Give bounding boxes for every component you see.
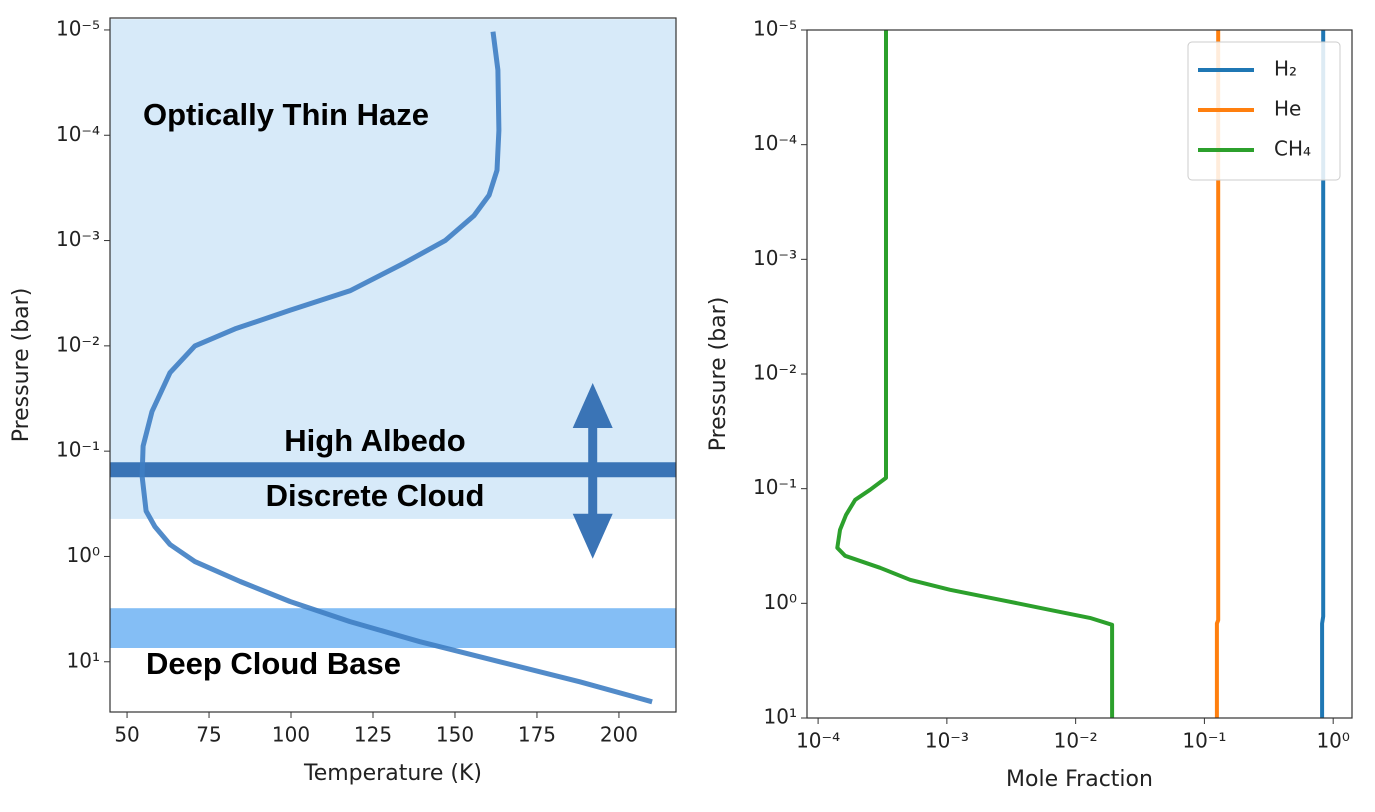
arrow-head (572, 382, 613, 428)
x-tick-label: 150 (436, 723, 474, 747)
y-tick-label: 10¹ (67, 648, 100, 672)
y-tick-label: 10⁻¹ (753, 475, 797, 499)
y-axis-label: Pressure (bar) (706, 297, 731, 452)
x-tick-label: 175 (518, 723, 556, 747)
y-tick-label: 10⁻² (56, 332, 100, 356)
x-tick-label: 75 (196, 723, 221, 747)
legend-label: He (1274, 97, 1301, 121)
y-tick-label: 10⁻³ (56, 227, 100, 251)
y-tick-label: 10⁻³ (753, 246, 797, 270)
y-tick-label: 10⁰ (67, 543, 100, 567)
annotation: Deep Cloud Base (146, 646, 401, 681)
x-tick-label: 100 (272, 723, 310, 747)
y-tick-label: 10⁻² (753, 361, 797, 385)
legend-label: H₂ (1274, 57, 1297, 81)
annotation: Optically Thin Haze (143, 97, 429, 132)
x-axis-label: Temperature (K) (303, 761, 482, 786)
x-tick-label: 125 (354, 723, 392, 747)
series-line (139, 31, 653, 705)
y-tick-label: 10¹ (764, 705, 797, 729)
legend-label: CH₄ (1274, 137, 1311, 161)
y-axis-label: Pressure (bar) (9, 288, 34, 443)
x-tick-label: 10⁰ (1316, 729, 1349, 753)
y-tick-label: 10⁻¹ (56, 438, 100, 462)
series-line (1320, 30, 1326, 718)
y-tick-label: 10⁻⁵ (56, 16, 100, 40)
x-tick-label: 50 (114, 723, 139, 747)
plot-frame (109, 17, 677, 713)
x-tick-label: 10⁻² (1054, 729, 1098, 753)
x-tick-label: 200 (600, 723, 638, 747)
y-tick-label: 10⁻⁴ (753, 131, 797, 155)
x-tick-label: 10⁻³ (925, 729, 969, 753)
arrow-head (572, 513, 613, 559)
x-tick-label: 10⁻⁴ (796, 729, 840, 753)
y-tick-label: 10⁰ (764, 590, 797, 614)
series-line (1214, 30, 1221, 718)
deep-cloud-region (110, 608, 676, 648)
x-axis-label: Mole Fraction (1006, 767, 1153, 792)
y-tick-label: 10⁻⁵ (753, 17, 797, 41)
y-tick-label: 10⁻⁴ (56, 122, 100, 146)
annotation: Discrete Cloud (266, 478, 485, 513)
annotation: High Albedo (284, 423, 465, 458)
series-line (835, 30, 1115, 718)
x-tick-label: 10⁻¹ (1182, 729, 1226, 753)
legend-box (1187, 41, 1341, 181)
